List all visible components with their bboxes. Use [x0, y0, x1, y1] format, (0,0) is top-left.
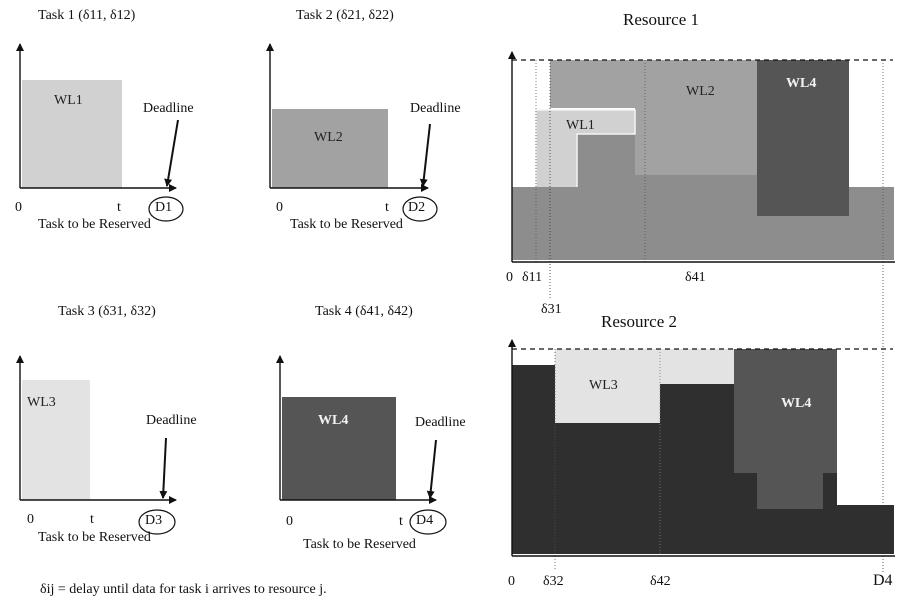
- resource-1-wl4-label: WL4: [786, 76, 817, 91]
- resource-2-wl3-label: WL3: [589, 378, 618, 393]
- task-2-workload-block: [272, 109, 388, 188]
- task-3-deadline-marker: [138, 509, 176, 535]
- resource-1-wl4-block: [757, 60, 849, 216]
- resource-1-wl1-label: WL1: [566, 118, 595, 133]
- resource-1-title: Resource 1: [623, 10, 700, 29]
- task-1-wl-label: WL1: [54, 93, 83, 108]
- resource-1-chart: [508, 51, 895, 300]
- resource-1-wl2-right: [635, 108, 757, 175]
- task-1-chart: [16, 43, 184, 222]
- resource-1-wl2-block: [550, 60, 757, 108]
- task-1-deadline-label: Deadline: [143, 101, 194, 116]
- task-4-deadline-arrow: [426, 439, 437, 499]
- task-3-chart: [16, 355, 177, 535]
- resource-2-wl3-block: [555, 349, 660, 423]
- task-4-chart: [276, 355, 447, 535]
- task-1-caption: Task to be Reserved: [38, 217, 151, 232]
- task-2-chart: [266, 43, 438, 222]
- resource-2-wl4-block: [734, 349, 837, 473]
- resource-1-delta-41: δ41: [685, 270, 706, 285]
- resource-1-delta-11: δ11: [522, 270, 543, 285]
- task-3-deadline: D3: [145, 513, 163, 528]
- resource-2-right-gap: [837, 349, 894, 505]
- task-4-deadline-label: Deadline: [415, 415, 466, 430]
- task-2-deadline-label: Deadline: [410, 101, 461, 116]
- task-2-wl-label: WL2: [314, 130, 343, 145]
- task-2-title: Task 2 (δ21, δ22): [296, 8, 394, 23]
- task-4-caption: Task to be Reserved: [303, 537, 416, 552]
- resource-2-wl4-lower: [757, 473, 823, 509]
- task-1-title: Task 1 (δ11, δ12): [38, 8, 136, 23]
- resource-2-wl3-upper-right: [660, 349, 734, 384]
- resource-2-chart: [508, 262, 895, 572]
- task-2-deadline-arrow: [419, 123, 431, 187]
- task-1-deadline-arrow: [164, 119, 179, 187]
- task-2-origin: 0: [276, 200, 283, 215]
- resource-1-origin: 0: [506, 270, 513, 285]
- task-3-wl-label: WL3: [27, 395, 56, 410]
- task-1-workload-block: [22, 80, 122, 188]
- task-2-deadline: D2: [408, 200, 426, 215]
- resource-1-base-step-b: [577, 133, 645, 187]
- resource-2-tail: [837, 505, 894, 554]
- resource-1-base-step-a: [645, 175, 757, 187]
- resource-1-wl2-label: WL2: [686, 84, 715, 99]
- resource-2-d4: D4: [873, 572, 893, 589]
- task-1-t-label: t: [117, 200, 121, 215]
- task-4-title: Task 4 (δ41, δ42): [315, 304, 413, 319]
- resource-1-wl1-outline: [535, 109, 636, 187]
- task-2-caption: Task to be Reserved: [290, 217, 403, 232]
- resource-1-delta-31: δ31: [541, 302, 562, 317]
- task-4-origin: 0: [286, 514, 293, 529]
- task-4-deadline-marker: [409, 509, 447, 535]
- task-4-wl-label: WL4: [318, 413, 349, 428]
- resource-2-base-step: [660, 384, 734, 554]
- task-1-deadline-marker: [148, 196, 184, 222]
- task-4-deadline: D4: [416, 513, 434, 528]
- resource-2-origin: 0: [508, 574, 515, 589]
- task-3-deadline-arrow: [159, 437, 168, 499]
- task-3-caption: Task to be Reserved: [38, 530, 151, 545]
- resource-2-delta-32: δ32: [543, 574, 564, 589]
- resource-2-wl4-label: WL4: [781, 396, 812, 411]
- task-3-title: Task 3 (δ31, δ32): [58, 304, 156, 319]
- resource-1-wl1-lower: [536, 134, 577, 187]
- task-3-deadline-label: Deadline: [146, 413, 197, 428]
- task-3-t-label: t: [90, 512, 94, 527]
- task-4-t-label: t: [399, 514, 403, 529]
- task-4-workload-block: [282, 397, 396, 500]
- resource-2-title: Resource 2: [601, 312, 678, 331]
- task-1-origin: 0: [15, 200, 22, 215]
- task-2-t-label: t: [385, 200, 389, 215]
- resource-1-wl1-block: [536, 110, 635, 134]
- footnote: δij = delay until data for task i arrive…: [40, 582, 327, 597]
- task-3-origin: 0: [27, 512, 34, 527]
- task-2-deadline-marker: [402, 196, 438, 222]
- task-1-deadline: D1: [155, 200, 173, 215]
- resource-2-delta-42: δ42: [650, 574, 671, 589]
- task-3-workload-block: [22, 380, 90, 500]
